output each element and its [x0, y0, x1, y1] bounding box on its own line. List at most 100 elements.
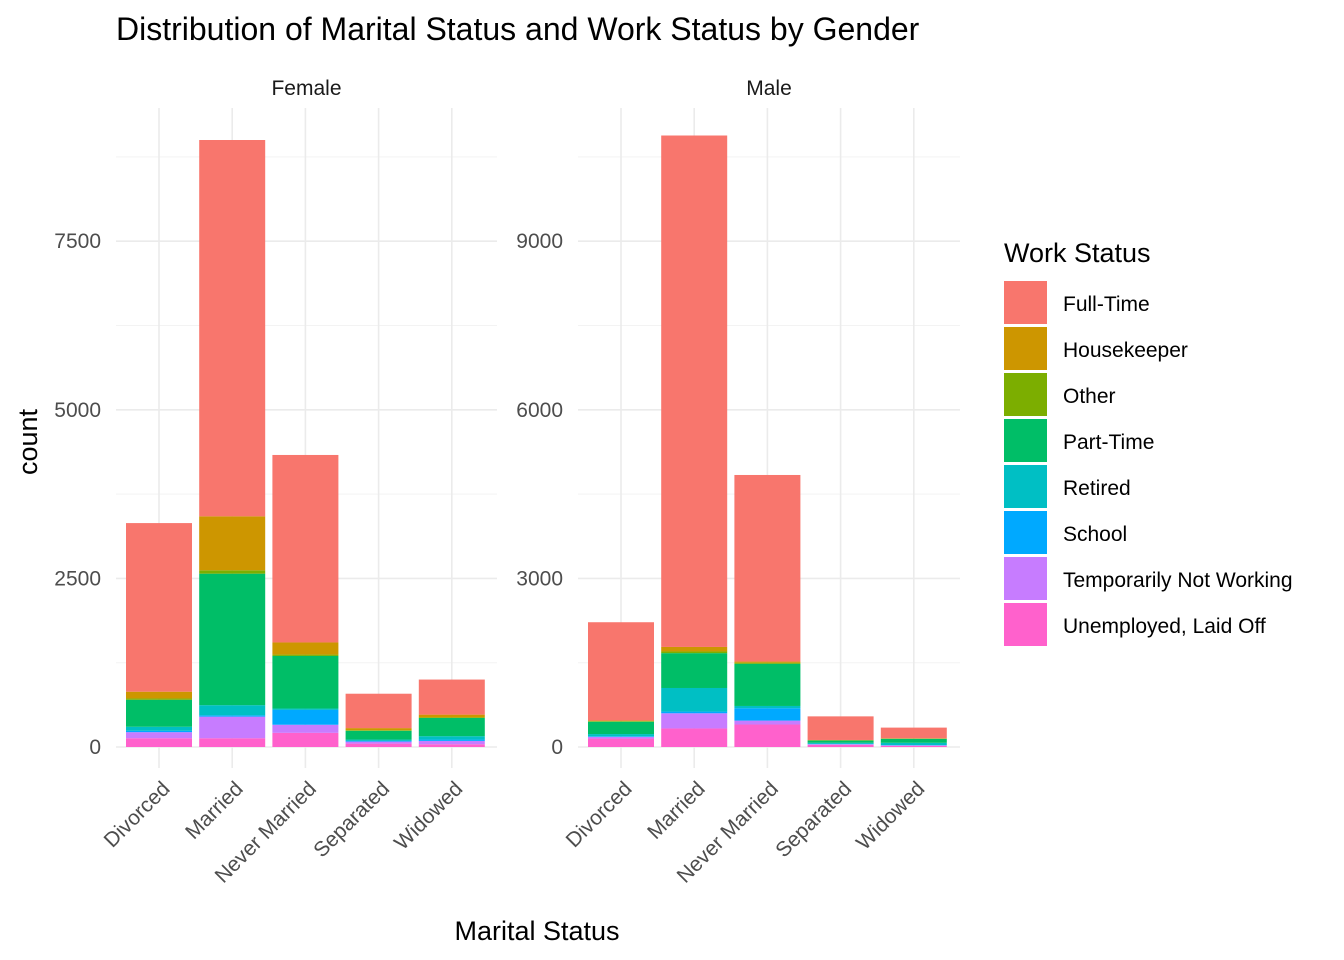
bar-segment-married-retired: [661, 687, 728, 712]
bar-segment-never-married-full-time: [734, 474, 801, 662]
bar-segment-married-unemployed-laid-off: [661, 728, 728, 747]
bar-segment-separated-full-time: [807, 716, 874, 740]
bar-segment-never-married-housekeeper: [734, 661, 801, 663]
bar-segment-married-full-time: [199, 140, 266, 517]
bar-segment-married-temporarily-not-working: [661, 713, 728, 729]
x-tick-label: Separated: [771, 777, 856, 862]
legend-swatch: [1004, 419, 1047, 462]
legend-label: Full-Time: [1063, 293, 1150, 316]
bar-segment-never-married-other: [272, 654, 339, 656]
bar-segment-divorced-unemployed-laid-off: [588, 738, 654, 747]
bar-segment-divorced-school: [126, 730, 192, 733]
y-tick-label: 6000: [516, 399, 563, 422]
x-axis-title: Marital Status: [454, 916, 619, 946]
x-tick-label: Divorced: [100, 777, 175, 852]
facet-label: Female: [271, 77, 341, 100]
bar-segment-separated-part-time: [807, 740, 874, 743]
bar-segment-widowed-other: [418, 717, 485, 718]
x-tick-label: Divorced: [562, 777, 637, 852]
bar-segment-never-married-unemployed-laid-off: [734, 724, 801, 747]
legend-label: Unemployed, Laid Off: [1063, 615, 1266, 638]
bar-segment-divorced-full-time: [588, 622, 654, 721]
bar-segment-divorced-retired: [126, 726, 192, 731]
bar-segment-married-other: [661, 651, 728, 654]
bar-segment-divorced-temporarily-not-working: [126, 732, 192, 739]
bar-segment-never-married-full-time: [272, 454, 339, 643]
bar-segment-married-housekeeper: [199, 516, 266, 571]
legend-swatch: [1004, 557, 1047, 600]
y-tick-label: 0: [89, 736, 101, 759]
bar-segment-divorced-retired: [588, 734, 654, 737]
bar-segment-separated-full-time: [345, 693, 412, 729]
bar-segment-separated-temporarily-not-working: [807, 744, 874, 745]
legend-swatch: [1004, 327, 1047, 370]
legend-item-retired: Retired: [1004, 465, 1131, 508]
bar-segment-never-married-school: [734, 708, 801, 721]
bar-segment-never-married-housekeeper: [272, 642, 339, 655]
bar-segment-widowed-temporarily-not-working: [880, 745, 947, 746]
bar-segment-widowed-school: [418, 739, 485, 741]
x-tick-label: Widowed: [390, 777, 467, 854]
bar-segment-divorced-temporarily-not-working: [588, 736, 654, 739]
bar-segment-married-other: [199, 570, 266, 574]
bar-segment-never-married-part-time: [272, 655, 339, 709]
y-tick-label: 3000: [516, 567, 563, 590]
bar-segment-widowed-unemployed-laid-off: [880, 745, 947, 747]
bar-segment-never-married-retired: [272, 708, 339, 710]
bar-segment-divorced-unemployed-laid-off: [126, 738, 192, 747]
y-tick-label: 2500: [54, 567, 101, 590]
legend-item-school: School: [1004, 511, 1127, 554]
bar-segment-widowed-part-time: [880, 738, 947, 743]
bar-segment-separated-temporarily-not-working: [345, 741, 412, 744]
bar-segment-widowed-part-time: [418, 717, 485, 737]
bar-segment-separated-retired: [345, 739, 412, 741]
legend: Work Status Full-Time Housekeeper Other Par…: [1004, 238, 1293, 646]
legend-item-full-time: Full-Time: [1004, 281, 1150, 324]
chart-title: Distribution of Marital Status and Work …: [116, 11, 920, 47]
bar-segment-married-temporarily-not-working: [199, 716, 266, 739]
bar-segment-married-school: [199, 715, 266, 717]
legend-label: Part-Time: [1063, 431, 1154, 454]
legend-label: School: [1063, 523, 1127, 546]
legend-swatch: [1004, 511, 1047, 554]
bar-segment-separated-unemployed-laid-off: [345, 743, 412, 747]
legend-item-housekeeper: Housekeeper: [1004, 327, 1188, 370]
legend-label: Temporarily Not Working: [1063, 569, 1293, 592]
bar-segment-widowed-retired: [418, 736, 485, 740]
y-tick-label: 0: [551, 736, 563, 759]
legend-title: Work Status: [1004, 238, 1151, 268]
x-tick-label: Married: [181, 777, 248, 844]
bar-segment-never-married-school: [272, 709, 339, 725]
bar-segment-widowed-full-time: [880, 727, 947, 739]
bar-segment-divorced-part-time: [126, 699, 192, 727]
legend-swatch: [1004, 281, 1047, 324]
bar-segment-separated-part-time: [345, 730, 412, 740]
bar-segment-married-unemployed-laid-off: [199, 738, 266, 747]
bar-segment-married-full-time: [661, 135, 728, 647]
y-tick-label: 7500: [54, 230, 101, 253]
bar-segment-divorced-other: [126, 698, 192, 700]
bar-segment-divorced-full-time: [126, 523, 192, 692]
legend-swatch: [1004, 465, 1047, 508]
y-axis-title: count: [13, 408, 43, 475]
bar-segment-separated-housekeeper: [345, 728, 412, 731]
x-tick-label: Separated: [309, 777, 394, 862]
x-tick-label: Widowed: [852, 777, 929, 854]
bar-segment-separated-unemployed-laid-off: [807, 744, 874, 747]
legend-item-other: Other: [1004, 373, 1116, 416]
x-tick-label: Married: [643, 777, 710, 844]
bar-segment-widowed-unemployed-laid-off: [418, 744, 485, 747]
bar-segment-never-married-part-time: [734, 663, 801, 706]
legend-label: Housekeeper: [1063, 339, 1188, 362]
legend-label: Other: [1063, 385, 1116, 408]
bar-segment-separated-school: [345, 740, 412, 742]
bar-segment-divorced-housekeeper: [126, 691, 192, 699]
bar-segment-married-school: [661, 711, 728, 714]
bar-segment-never-married-temporarily-not-working: [734, 720, 801, 725]
y-tick-label: 9000: [516, 230, 563, 253]
bar-segment-widowed-temporarily-not-working: [418, 740, 485, 745]
bar-segment-never-married-temporarily-not-working: [272, 724, 339, 733]
